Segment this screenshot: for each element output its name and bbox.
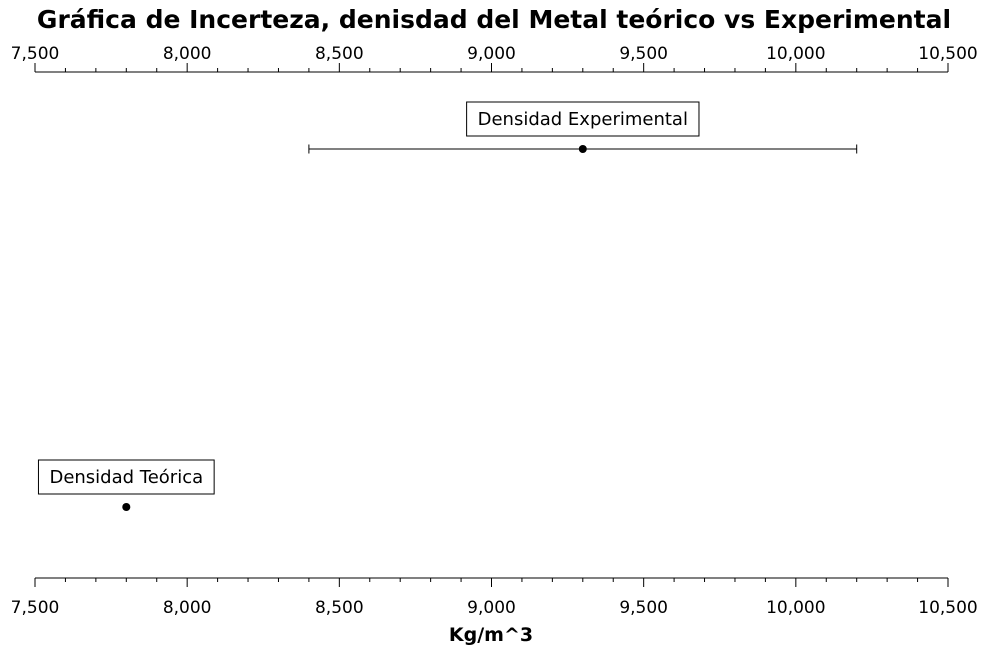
top-x-axis: 7,500 8,000 8,500 9,000 9,500 10,000 10,500 (11, 44, 978, 73)
plot-area: Densidad Experimental Densidad Teórica (37, 101, 858, 511)
bottom-x-tick-label: 7,500 (11, 598, 60, 618)
x-axis-title: Kg/m^3 (449, 624, 533, 646)
bottom-x-tick-label: 10,000 (766, 598, 825, 618)
top-x-tick-label: 9,000 (467, 44, 516, 64)
data-point-label-box (37, 459, 215, 495)
bottom-x-tick-label: 9,000 (467, 598, 516, 618)
bottom-x-tick-label: 8,500 (315, 598, 364, 618)
top-x-tick-label: 8,000 (163, 44, 212, 64)
data-point-group: Densidad Teórica (37, 459, 215, 511)
chart-title: Gráfica de Incerteza, denisdad del Metal… (37, 5, 951, 34)
bottom-x-axis: 7,500 8,000 8,500 9,000 9,500 10,000 10,500 (11, 577, 978, 618)
data-point-label: Densidad Teórica (49, 467, 203, 488)
top-x-tick-label: 10,000 (766, 44, 825, 64)
data-point-group: Densidad Experimental (308, 101, 858, 154)
bottom-x-tick-label: 8,000 (163, 598, 212, 618)
top-x-tick-label: 9,500 (619, 44, 668, 64)
data-point-label: Densidad Experimental (478, 109, 688, 130)
top-x-tick-label: 10,500 (918, 44, 977, 64)
data-point-marker (122, 503, 131, 511)
top-x-tick-label: 7,500 (11, 44, 60, 64)
data-point-label-box (466, 101, 700, 137)
top-x-tick-label: 8,500 (315, 44, 364, 64)
bottom-x-tick-label: 10,500 (918, 598, 977, 618)
data-point-marker (578, 145, 587, 153)
bottom-x-tick-label: 9,500 (619, 598, 668, 618)
